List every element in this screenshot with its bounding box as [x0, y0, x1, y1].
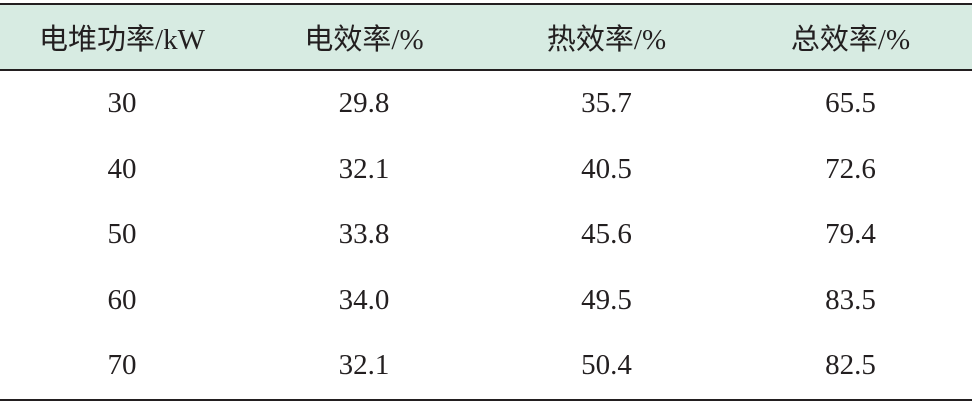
- table-cell: 30: [107, 87, 137, 120]
- table-cell: 33.8: [338, 218, 390, 251]
- table-row: 70 32.1 50.4 82.5: [0, 333, 972, 401]
- table-row: 60 34.0 49.5 83.5: [0, 268, 972, 334]
- table-row: 50 33.8 45.6 79.4: [0, 202, 972, 268]
- table-cell: 79.4: [825, 218, 876, 251]
- table-cell: 32.1: [338, 152, 390, 185]
- table-cell: 49.5: [581, 283, 632, 316]
- table-cell: 65.5: [825, 87, 876, 120]
- header-cell: 热效率/%: [484, 3, 729, 71]
- table-row: 40 32.1 40.5 72.6: [0, 137, 972, 203]
- table-cell: 60: [107, 283, 137, 316]
- table-cell: 72.6: [825, 152, 876, 185]
- table-cell: 29.8: [338, 87, 390, 120]
- table-cell: 83.5: [825, 283, 876, 316]
- table-cell: 40: [107, 152, 137, 185]
- table-cell: 82.5: [729, 333, 972, 401]
- header-cell: 电堆功率/kW: [0, 3, 244, 71]
- table-cell: 70: [0, 333, 244, 401]
- data-table: 电堆功率/kW 电效率/% 热效率/% 总效率/% 30 29.8 35.7 65.5 40 3…: [0, 3, 972, 401]
- table-cell: 50: [107, 218, 137, 251]
- table-cell: 40.5: [581, 152, 632, 185]
- table-cell: 32.1: [244, 333, 484, 401]
- header-row: 电堆功率/kW 电效率/% 热效率/% 总效率/%: [0, 3, 972, 71]
- table-cell: 35.7: [581, 87, 632, 120]
- table-body: 30 29.8 35.7 65.5 40 32.1 40.5 72.6 50 33.8 45.6 79…: [0, 70, 972, 401]
- header-cell: 总效率/%: [729, 3, 972, 71]
- table-cell: 50.4: [484, 333, 729, 401]
- header-cell: 电效率/%: [244, 3, 484, 71]
- table-row: 30 29.8 35.7 65.5: [0, 70, 972, 137]
- table-cell: 45.6: [581, 218, 632, 251]
- table-cell: 34.0: [338, 283, 390, 316]
